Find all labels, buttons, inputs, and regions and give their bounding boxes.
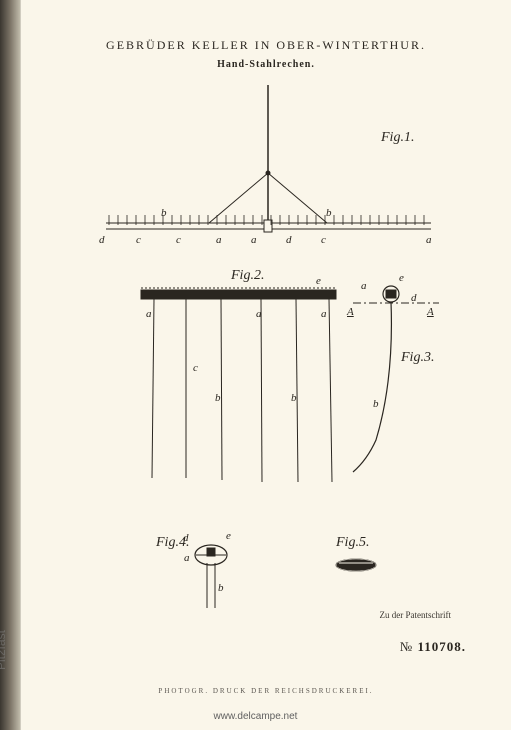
patent-page: GEBRÜDER KELLER IN OBER-WINTERTHUR. Hand…	[20, 0, 511, 730]
label-d1: d	[99, 234, 105, 246]
seller-watermark: Pit2fast	[0, 630, 8, 670]
zu-patentschrift: Zu der Patentschrift	[380, 610, 451, 620]
fig1-label: Fig.1.	[381, 130, 414, 146]
label-b1: b	[161, 207, 167, 219]
figure-2	[141, 288, 336, 482]
site-watermark: www.delcampe.net	[0, 711, 511, 722]
label-f4-a: a	[184, 552, 190, 564]
label-d2: d	[286, 234, 292, 246]
label-f3-e: e	[399, 272, 404, 284]
label-f2-a1: a	[146, 308, 152, 320]
patent-prefix: №	[400, 639, 413, 654]
label-c2: c	[176, 234, 181, 246]
fig3-label: Fig.3.	[401, 350, 434, 366]
label-f3-A2: A	[427, 306, 434, 318]
page-binding-shadow	[0, 0, 20, 730]
label-f4-d: d	[183, 532, 189, 544]
fig5-label: Fig.5.	[336, 535, 369, 551]
label-c3: c	[321, 234, 326, 246]
label-a3: a	[426, 234, 432, 246]
label-f3-d: d	[411, 292, 417, 304]
label-f3-b: b	[373, 398, 379, 410]
patent-number: № 110708.	[400, 639, 466, 655]
label-f4-b: b	[218, 582, 224, 594]
printer-credit: PHOTOGR. DRUCK DER REICHSDRUCKEREI.	[21, 687, 511, 695]
label-f3-a: a	[361, 280, 367, 292]
label-f2-e: e	[316, 275, 321, 287]
label-f2-b2: b	[291, 392, 297, 404]
label-f3-A1: A	[347, 306, 354, 318]
fig2-label: Fig.2.	[231, 268, 264, 284]
label-f2-b1: b	[215, 392, 221, 404]
patent-drawings	[21, 0, 511, 730]
label-f2-c: c	[193, 362, 198, 374]
label-a1: a	[216, 234, 222, 246]
figure-5	[336, 559, 376, 571]
figure-1	[106, 85, 431, 232]
figure-4	[195, 545, 227, 608]
label-b2: b	[326, 207, 332, 219]
label-f2-a3: a	[321, 308, 327, 320]
label-f2-a2: a	[256, 308, 262, 320]
label-f4-e: e	[226, 530, 231, 542]
label-a2: a	[251, 234, 257, 246]
patent-num-value: 110708.	[417, 639, 466, 654]
label-c1: c	[136, 234, 141, 246]
